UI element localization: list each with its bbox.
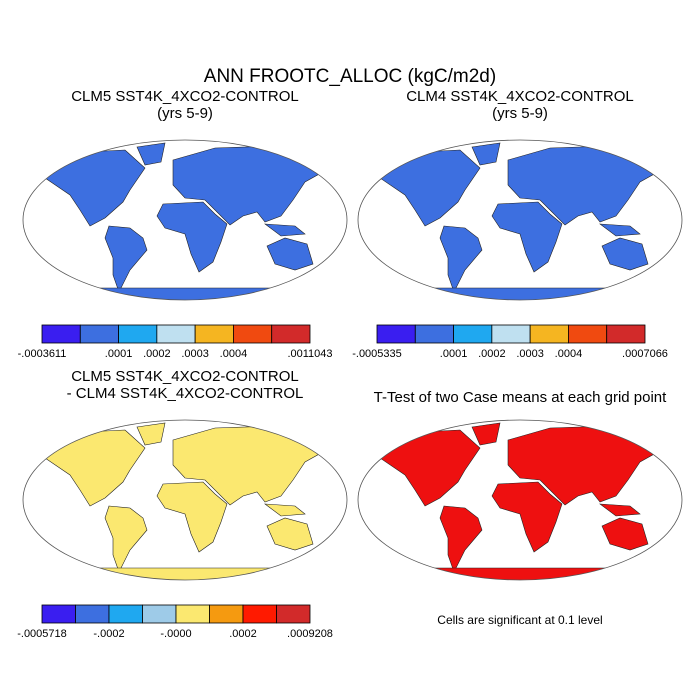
panel-title: CLM4 SST4K_4XCO2-CONTROL xyxy=(406,88,634,105)
colorbar-box xyxy=(568,324,608,344)
colorbar-label: .0003 xyxy=(181,348,209,360)
map-panel: CLM5 SST4K_4XCO2-CONTROL- CLM4 SST4K_4XC… xyxy=(17,368,348,640)
colorbar-box xyxy=(271,324,311,344)
colorbar-box xyxy=(453,324,493,344)
map-land xyxy=(359,142,681,300)
panel-title: (yrs 5-9) xyxy=(492,105,548,122)
colorbar-label: .0003 xyxy=(516,348,544,360)
colorbar-box xyxy=(529,324,569,344)
figure-title: ANN FROOTC_ALLOC (kgC/m2d) xyxy=(204,66,496,87)
colorbar-box xyxy=(156,324,196,344)
colorbar-box xyxy=(606,324,646,344)
map-land xyxy=(24,422,346,580)
colorbar-label: -.0005335 xyxy=(352,348,402,360)
colorbar-box xyxy=(75,604,110,624)
panel-title: T-Test of two Case means at each grid po… xyxy=(374,389,667,406)
panel-title: CLM5 SST4K_4XCO2-CONTROL xyxy=(71,368,299,385)
colorbar-box xyxy=(79,324,119,344)
colorbar-label: .0009208 xyxy=(287,628,333,640)
colorbar-label: .0001 xyxy=(105,348,133,360)
map-border xyxy=(357,419,683,581)
colorbar-box xyxy=(376,324,416,344)
colorbar-label: .0004 xyxy=(220,348,248,360)
colorbar-box xyxy=(414,324,454,344)
map-border xyxy=(357,139,683,301)
continents xyxy=(24,142,346,300)
colorbar-label: -.0000 xyxy=(160,628,191,640)
map-land xyxy=(359,422,681,580)
panel-title: CLM5 SST4K_4XCO2-CONTROL xyxy=(71,88,299,105)
colorbar-label: -.0003611 xyxy=(18,348,67,360)
colorbar-box xyxy=(233,324,273,344)
colorbar-box xyxy=(142,604,177,624)
panel-title: (yrs 5-9) xyxy=(157,105,213,122)
colorbar-label: .0002 xyxy=(478,348,506,360)
colorbar-box xyxy=(242,604,277,624)
colorbar-label: .0002 xyxy=(229,628,257,640)
colorbar-box xyxy=(41,324,81,344)
map-panel: T-Test of two Case means at each grid po… xyxy=(357,389,683,627)
map-land xyxy=(24,142,346,300)
colorbar-box xyxy=(175,604,210,624)
colorbar-box xyxy=(108,604,143,624)
colorbar-label: -.0005718 xyxy=(17,628,67,640)
colorbar-box xyxy=(209,604,244,624)
colorbar-box xyxy=(194,324,234,344)
map-border xyxy=(22,419,348,581)
colorbar-label: .0004 xyxy=(555,348,583,360)
colorbar-box xyxy=(276,604,311,624)
continents xyxy=(359,422,681,580)
colorbar-label: .0011043 xyxy=(287,348,332,360)
colorbar-box xyxy=(41,604,76,624)
map-panel: CLM5 SST4K_4XCO2-CONTROL(yrs 5-9) -.00036… xyxy=(18,88,348,360)
map-border xyxy=(22,139,348,301)
colorbar-label: .0001 xyxy=(440,348,468,360)
colorbar-label: .0007066 xyxy=(622,348,668,360)
colorbar-box xyxy=(118,324,158,344)
colorbar-label: -.0002 xyxy=(93,628,124,640)
continents xyxy=(359,142,681,300)
panel-title: - CLM4 SST4K_4XCO2-CONTROL xyxy=(67,385,304,402)
continents xyxy=(24,422,346,580)
colorbar-label: .0002 xyxy=(143,348,171,360)
panel-note: Cells are significant at 0.1 level xyxy=(437,613,602,627)
colorbar-box xyxy=(491,324,531,344)
map-panel: CLM4 SST4K_4XCO2-CONTROL(yrs 5-9) -.00053… xyxy=(352,88,683,360)
